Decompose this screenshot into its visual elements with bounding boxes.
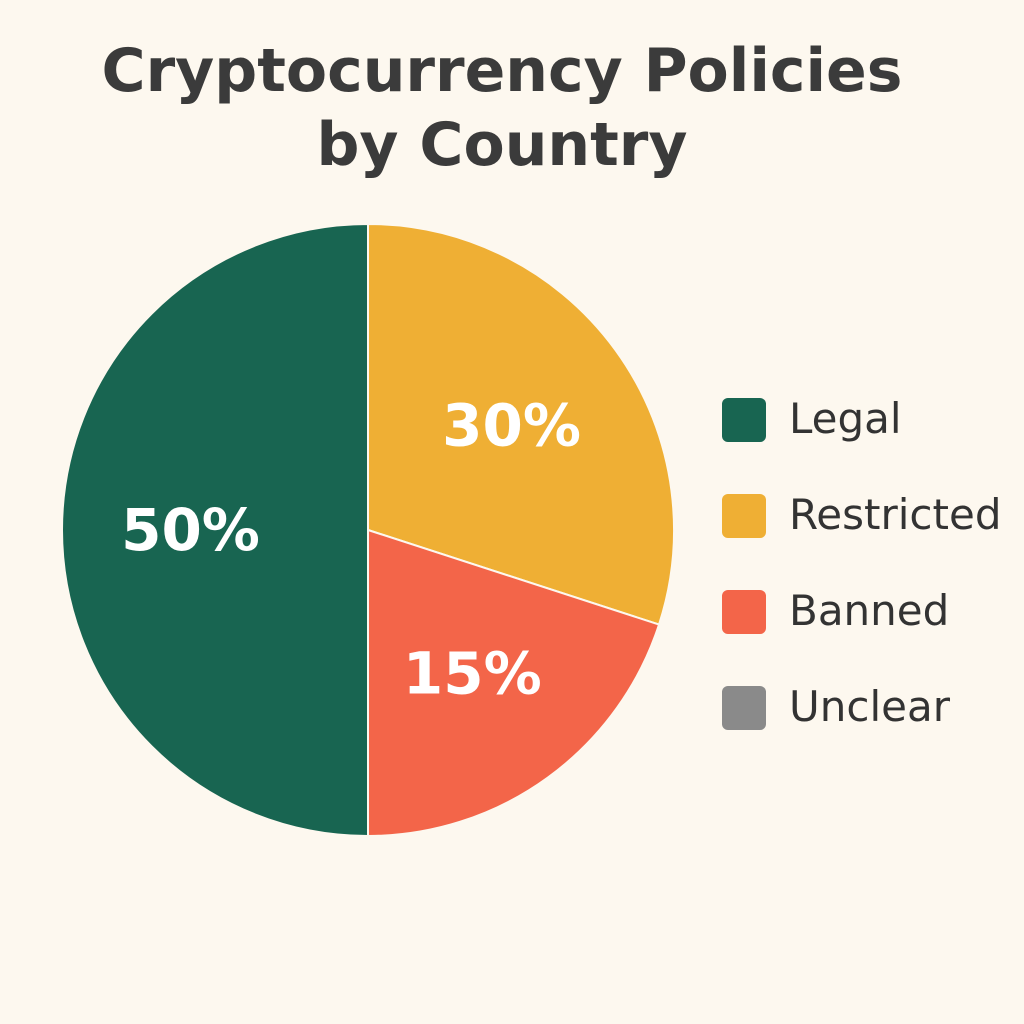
pie-slice-banned xyxy=(367,528,661,838)
pie-slice-restricted xyxy=(367,222,675,626)
chart-title: Cryptocurrency Policies by Country xyxy=(0,34,1004,182)
legend-label-banned: Banned xyxy=(789,586,950,635)
legend-label-restricted: Restricted xyxy=(789,490,1002,539)
chart-legend: Legal Restricted Banned Unclear xyxy=(722,392,1022,776)
pie-label-restricted: 30% xyxy=(442,392,581,460)
legend-item-restricted: Restricted xyxy=(722,488,1022,542)
legend-swatch-unclear xyxy=(722,686,766,730)
chart-title-line-1: Cryptocurrency Policies xyxy=(101,36,903,106)
chart-title-line-2: by Country xyxy=(316,110,688,180)
legend-item-banned: Banned xyxy=(722,584,1022,638)
pie-label-legal: 50% xyxy=(121,496,260,564)
legend-item-legal: Legal xyxy=(722,392,1022,446)
legend-swatch-banned xyxy=(722,590,766,634)
legend-label-unclear: Unclear xyxy=(789,682,950,731)
legend-swatch-legal xyxy=(722,398,766,442)
legend-label-legal: Legal xyxy=(789,394,902,443)
pie-slice-legal xyxy=(61,222,369,838)
legend-item-unclear: Unclear xyxy=(722,680,1022,734)
legend-swatch-restricted xyxy=(722,494,766,538)
pie-label-banned: 15% xyxy=(403,640,542,708)
